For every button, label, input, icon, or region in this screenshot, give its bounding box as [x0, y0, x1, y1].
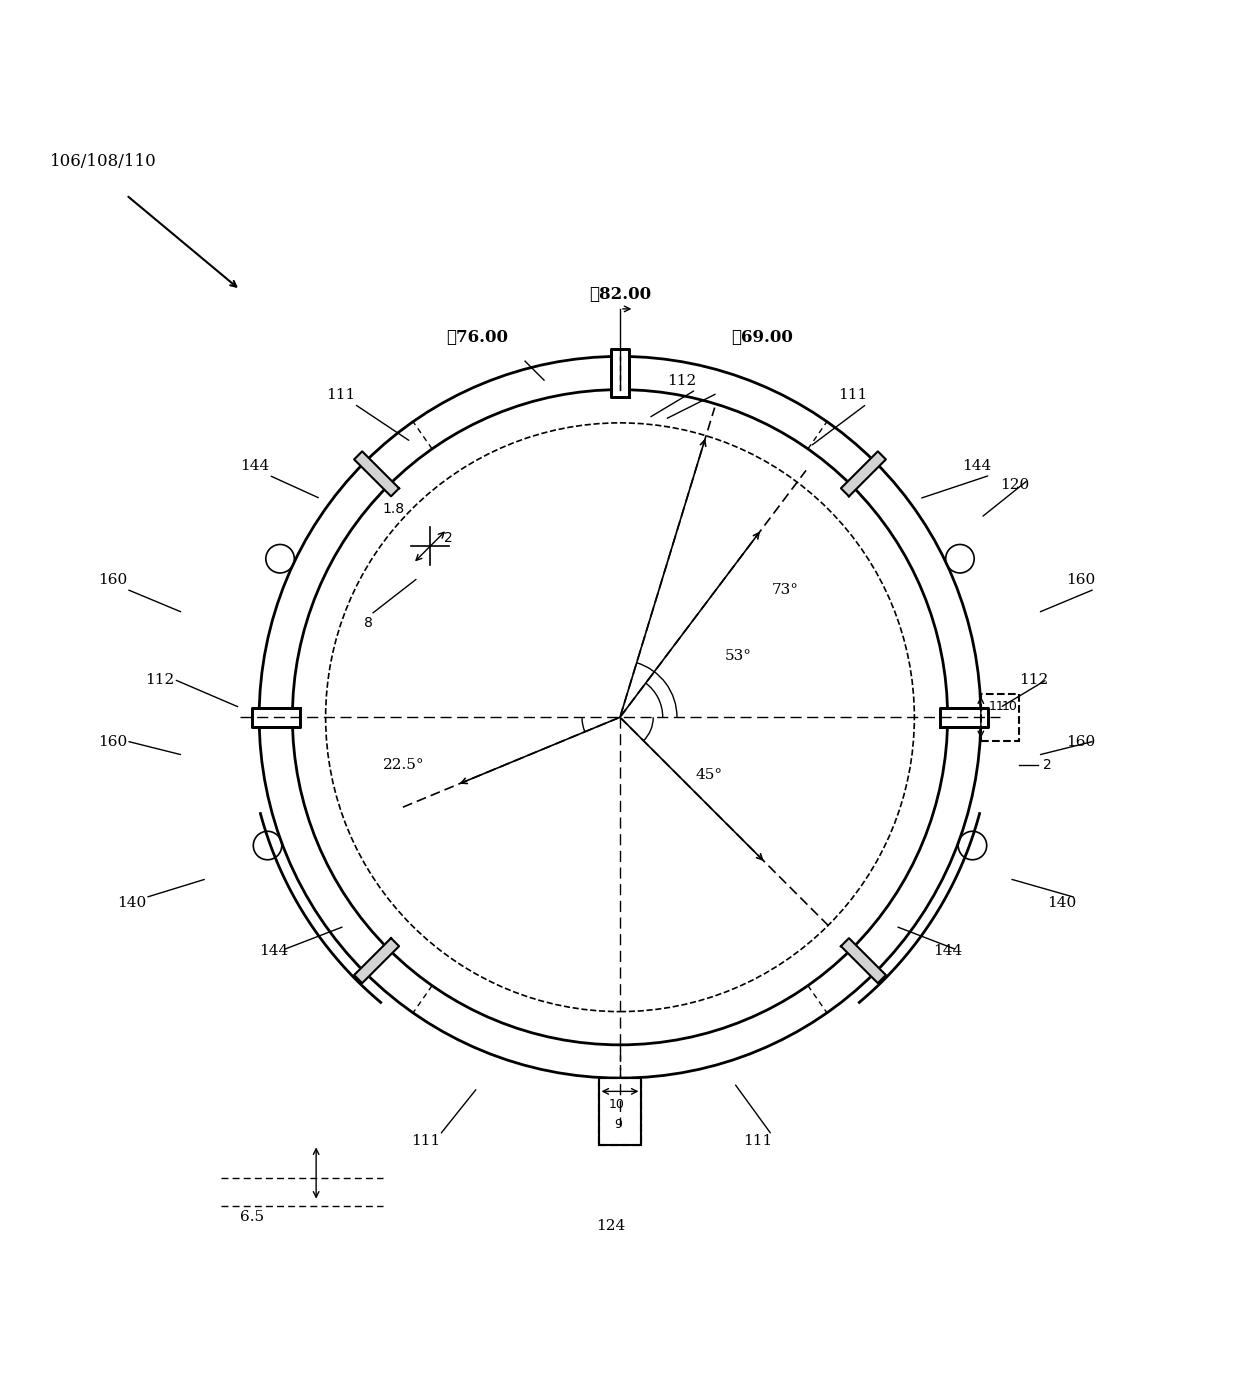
Text: 160: 160 [98, 573, 126, 587]
Text: 144: 144 [241, 459, 269, 473]
Text: 82.00: 82.00 [589, 287, 651, 304]
Text: 2: 2 [444, 531, 453, 545]
Text: 111: 111 [326, 388, 355, 402]
Bar [599, 1078, 641, 1144]
Text: 144: 144 [934, 943, 962, 957]
Polygon shape [355, 938, 399, 983]
Text: 9: 9 [614, 1118, 622, 1130]
Text: 160: 160 [1066, 735, 1096, 749]
Polygon shape [841, 451, 885, 497]
Polygon shape [610, 350, 630, 397]
Text: 112: 112 [1019, 673, 1048, 687]
Polygon shape [940, 707, 988, 727]
Text: 160: 160 [98, 735, 126, 749]
Text: 112: 112 [667, 374, 697, 388]
Text: 6.5: 6.5 [241, 1209, 264, 1223]
Text: 8: 8 [363, 616, 372, 630]
Text: 76.00: 76.00 [446, 329, 508, 347]
Polygon shape [252, 707, 300, 727]
Bar [981, 694, 1019, 741]
Bar [599, 1078, 641, 1144]
Text: 53°: 53° [724, 649, 751, 663]
Text: 10: 10 [1002, 699, 1018, 713]
Text: 45°: 45° [696, 768, 723, 782]
Polygon shape [841, 938, 885, 983]
Text: 120: 120 [999, 479, 1029, 492]
Text: 124: 124 [596, 1219, 625, 1233]
Text: 144: 144 [259, 943, 289, 957]
Text: 2: 2 [1043, 759, 1052, 773]
Text: 69.00: 69.00 [732, 329, 794, 347]
Text: 140: 140 [1048, 896, 1076, 910]
Text: 111: 111 [412, 1133, 440, 1147]
Text: 112: 112 [145, 673, 175, 687]
Text: 22.5°: 22.5° [383, 759, 424, 773]
Text: 160: 160 [1066, 573, 1096, 587]
Text: 140: 140 [117, 896, 146, 910]
Text: 111: 111 [744, 1133, 773, 1147]
Text: 111: 111 [838, 388, 868, 402]
Text: 73°: 73° [773, 583, 799, 596]
Text: 106/108/110: 106/108/110 [51, 154, 157, 171]
Text: 144: 144 [962, 459, 991, 473]
Text: 1.8: 1.8 [383, 502, 404, 516]
Bar [599, 1078, 641, 1144]
Text: 10: 10 [609, 1099, 625, 1111]
Text: 11: 11 [988, 699, 1004, 713]
Polygon shape [355, 451, 399, 497]
